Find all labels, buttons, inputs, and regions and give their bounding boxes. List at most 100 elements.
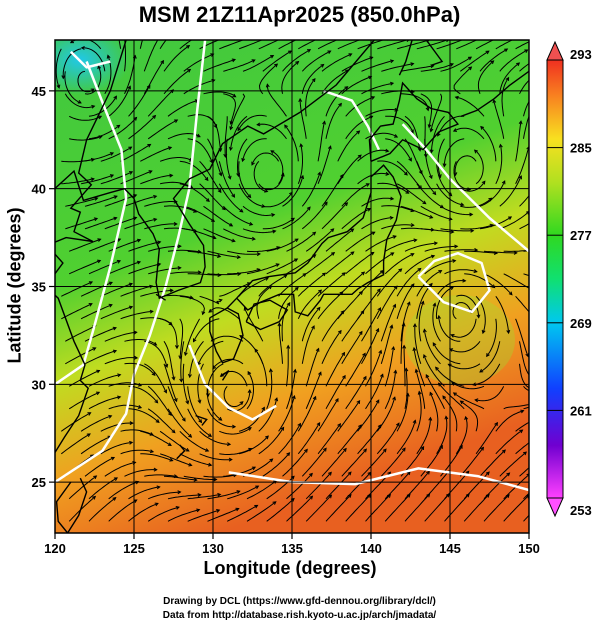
streamline: [404, 242, 438, 252]
streamline: [317, 398, 339, 432]
streamline: [321, 310, 345, 342]
streamline-arrow: [327, 50, 332, 54]
streamline-arrow: [362, 352, 366, 357]
streamline: [337, 154, 362, 185]
streamline: [159, 157, 193, 162]
streamline-arrow: [330, 228, 335, 233]
streamline-arrow: [193, 477, 198, 482]
chart-title: MSM 21Z11Apr2025 (850.0hPa): [138, 2, 461, 27]
streamline-arrow: [414, 368, 419, 373]
streamline: [453, 392, 485, 410]
streamline-arrow: [376, 288, 381, 293]
streamline-arrow: [378, 349, 383, 354]
streamline: [453, 66, 472, 95]
streamline: [219, 427, 252, 435]
streamline: [159, 453, 192, 466]
streamline: [440, 228, 474, 232]
streamline-arrow: [169, 457, 174, 462]
streamline-arrow: [223, 153, 228, 158]
streamline-arrow: [357, 154, 362, 159]
streamline-arrow: [398, 268, 403, 273]
streamline: [380, 304, 396, 342]
streamline: [519, 363, 529, 389]
streamline: [68, 260, 101, 275]
streamline-arrow: [92, 495, 97, 500]
streamline: [68, 496, 96, 522]
streamline: [377, 160, 408, 176]
streamline: [278, 395, 295, 432]
streamline: [473, 363, 501, 386]
streamline: [416, 417, 431, 455]
coastline: [195, 414, 208, 426]
coastline: [55, 477, 88, 533]
streamline: [305, 372, 322, 409]
streamline-arrow: [97, 259, 102, 264]
streamline-arrow: [473, 149, 478, 154]
streamline-arrow: [449, 286, 455, 291]
streamline-arrow: [465, 470, 470, 475]
streamline: [463, 471, 490, 500]
streamline: [404, 471, 430, 500]
streamline: [376, 397, 396, 432]
streamline-arrow: [490, 60, 495, 65]
streamline: [305, 228, 334, 252]
streamline: [380, 325, 393, 364]
streamline-arrow: [481, 180, 486, 185]
streamline: [345, 376, 367, 410]
streamline: [219, 448, 252, 455]
streamline-arrow: [186, 44, 191, 49]
streamline: [423, 329, 441, 365]
streamline: [357, 424, 382, 455]
streamline: [163, 69, 191, 95]
streamline: [124, 40, 126, 72]
streamline: [325, 228, 354, 252]
streamline: [479, 341, 501, 373]
streamline-arrow: [375, 399, 380, 404]
streamline-arrow: [526, 145, 529, 150]
streamline: [321, 174, 344, 207]
y-tick-label: 45: [32, 84, 46, 99]
streamline-arrow: [370, 251, 375, 256]
streamline-arrow: [312, 231, 317, 236]
streamline-arrow: [297, 422, 301, 427]
streamline: [299, 98, 307, 139]
streamline: [144, 474, 178, 477]
streamline-arrow: [389, 81, 395, 86]
streamline: [345, 251, 374, 275]
streamline: [61, 412, 91, 432]
streamline-arrow: [423, 354, 427, 359]
streamline: [317, 272, 346, 297]
coastline: [55, 253, 90, 454]
streamline: [385, 115, 414, 133]
streamline: [297, 272, 326, 297]
height-contours: [55, 40, 529, 492]
streamline-arrow: [536, 388, 539, 391]
streamline-arrow: [201, 311, 206, 316]
streamline-arrow: [437, 314, 442, 320]
streamline-arrow: [113, 95, 117, 100]
streamline-arrow: [229, 126, 234, 131]
streamline-arrow: [167, 146, 173, 151]
streamline: [415, 369, 426, 409]
streamline: [396, 393, 409, 432]
streamline-arrow: [432, 302, 437, 307]
streamline-arrow: [481, 329, 486, 335]
streamline: [163, 45, 190, 72]
streamline: [246, 263, 280, 275]
streamline: [81, 174, 114, 185]
streamline: [187, 408, 212, 437]
streamline-arrow: [247, 388, 252, 394]
streamline-arrow: [341, 351, 346, 356]
streamline: [55, 48, 62, 88]
streamline: [483, 472, 510, 500]
streamline-arrow: [444, 415, 449, 420]
streamline-arrow: [198, 419, 203, 424]
streamline-arrow: [227, 175, 232, 180]
streamline-arrow: [93, 217, 99, 222]
streamline: [400, 205, 433, 219]
streamline: [430, 115, 445, 153]
streamline-arrow: [129, 421, 134, 426]
streamline: [120, 285, 153, 297]
streamline-arrow: [331, 251, 336, 256]
